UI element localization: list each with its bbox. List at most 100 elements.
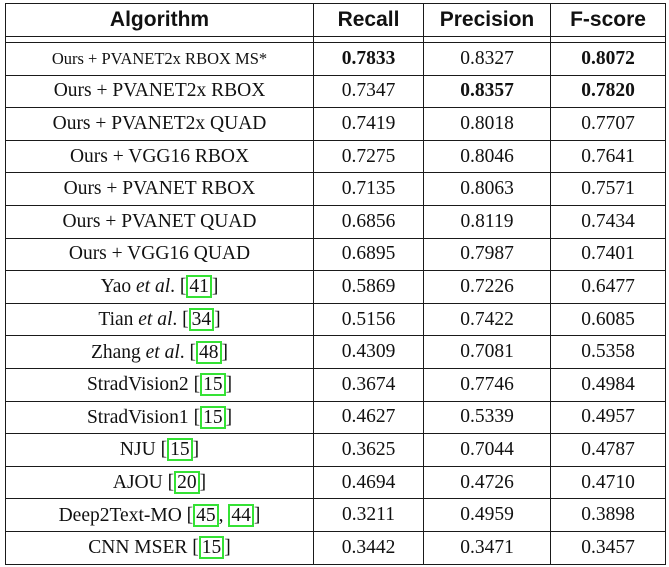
precision-cell: 0.8357 xyxy=(423,74,551,109)
precision-cell: 0.3471 xyxy=(423,530,551,565)
algorithm-name: NJU xyxy=(119,439,156,461)
algorithm-name: Zhang xyxy=(90,341,141,363)
table-row: Ours + VGG16 RBOX 0.7275 0.8046 0.7641 xyxy=(5,139,666,174)
precision-cell: 0.4959 xyxy=(423,498,551,532)
recall-cell: 0.3674 xyxy=(313,367,424,402)
algorithm-cell: Zhang et al. [48] xyxy=(5,335,314,369)
citation-link[interactable]: 15 xyxy=(200,405,226,429)
header-recall: Recall xyxy=(313,3,424,37)
table-row: Ours + PVANET2x QUAD 0.7419 0.8018 0.7707 xyxy=(5,107,666,141)
citation-link[interactable]: 48 xyxy=(196,340,222,364)
citation-link[interactable]: 20 xyxy=(174,471,200,495)
precision-cell: 0.7422 xyxy=(423,302,551,337)
precision-cell: 0.5339 xyxy=(423,400,551,435)
table-row: Ours + PVANET RBOX 0.7135 0.8063 0.7571 xyxy=(5,172,666,206)
table-row: NJU [15] 0.3625 0.7044 0.4787 xyxy=(5,433,666,467)
header-precision: Precision xyxy=(423,3,551,37)
table-row: AJOU [20] 0.4694 0.4726 0.4710 xyxy=(5,465,666,500)
algorithm-name: Yao xyxy=(100,276,132,298)
fscore-cell: 0.3457 xyxy=(550,530,666,565)
precision-cell: 0.4726 xyxy=(423,465,551,500)
algorithm-cell: Ours + PVANET2x RBOX MS* xyxy=(5,42,314,76)
citation-link[interactable]: 41 xyxy=(186,275,212,299)
precision-cell: 0.8063 xyxy=(423,172,551,206)
algorithm-cell: Ours + PVANET QUAD xyxy=(5,204,314,239)
fscore-cell: 0.4710 xyxy=(550,465,666,500)
algorithm-name: StradVision1 xyxy=(86,406,189,428)
precision-cell: 0.8119 xyxy=(423,204,551,239)
recall-cell: 0.4309 xyxy=(313,335,424,369)
algorithm-cell: Yao et al. [41] xyxy=(5,270,314,304)
table-row: Yao et al. [41] 0.5869 0.7226 0.6477 xyxy=(5,270,666,304)
precision-cell: 0.7987 xyxy=(423,237,551,272)
et-al-period: . xyxy=(170,276,176,298)
header-row: Algorithm Recall Precision F-score xyxy=(5,3,666,37)
algorithm-cell: Deep2Text-MO [45, 44] xyxy=(5,498,314,532)
recall-cell: 0.3442 xyxy=(313,530,424,565)
recall-cell: 0.7347 xyxy=(313,74,424,109)
table-row: CNN MSER [15] 0.3442 0.3471 0.3457 xyxy=(5,530,666,565)
table-row: Ours + PVANET2x RBOX 0.7347 0.8357 0.7820 xyxy=(5,74,666,109)
header-gap xyxy=(5,36,666,43)
fscore-cell: 0.7707 xyxy=(550,107,666,141)
et-al-text: et al xyxy=(138,309,173,331)
algorithm-name: Ours + VGG16 QUAD xyxy=(68,243,251,265)
recall-cell: 0.7833 xyxy=(313,42,424,76)
fscore-cell: 0.4787 xyxy=(550,433,666,467)
algorithm-name: Ours + PVANET2x RBOX MS* xyxy=(51,48,268,68)
algorithm-name: Deep2Text-MO xyxy=(58,504,182,526)
algorithm-cell: NJU [15] xyxy=(5,433,314,467)
recall-cell: 0.5156 xyxy=(313,302,424,337)
table-row: Ours + PVANET QUAD 0.6856 0.8119 0.7434 xyxy=(5,204,666,239)
algorithm-cell: AJOU [20] xyxy=(5,465,314,500)
table-row: Ours + PVANET2x RBOX MS* 0.7833 0.8327 0.80… xyxy=(5,42,666,76)
algorithm-cell: Ours + PVANET2x QUAD xyxy=(5,107,314,141)
table-row: StradVision1 [15] 0.4627 0.5339 0.4957 xyxy=(5,400,666,435)
table-row: StradVision2 [15] 0.3674 0.7746 0.4984 xyxy=(5,367,666,402)
algorithm-cell: Ours + VGG16 QUAD xyxy=(5,237,314,272)
precision-cell: 0.7081 xyxy=(423,335,551,369)
recall-cell: 0.6895 xyxy=(313,237,424,272)
citation-link[interactable]: 15 xyxy=(198,536,225,560)
recall-cell: 0.7135 xyxy=(313,172,424,206)
fscore-cell: 0.6085 xyxy=(550,302,666,337)
citation-link[interactable]: 45 xyxy=(193,503,219,527)
table-body: Ours + PVANET2x RBOX MS* 0.7833 0.8327 0.80… xyxy=(5,36,666,565)
algorithm-cell: Ours + VGG16 RBOX xyxy=(5,139,314,174)
table-row: Ours + VGG16 QUAD 0.6895 0.7987 0.7401 xyxy=(5,237,666,272)
recall-cell: 0.7275 xyxy=(313,139,424,174)
fscore-cell: 0.4957 xyxy=(550,400,666,435)
fscore-cell: 0.7434 xyxy=(550,204,666,239)
algorithm-name: CNN MSER xyxy=(88,537,188,559)
recall-cell: 0.4694 xyxy=(313,465,424,500)
algorithm-cell: Ours + PVANET RBOX xyxy=(5,172,314,206)
recall-cell: 0.3625 xyxy=(313,433,424,467)
header-fscore: F-score xyxy=(550,3,666,37)
citation-link[interactable]: 44 xyxy=(228,503,254,527)
recall-cell: 0.7419 xyxy=(313,107,424,141)
table-row: Tian et al. [34] 0.5156 0.7422 0.6085 xyxy=(5,302,666,337)
recall-cell: 0.3211 xyxy=(313,498,424,532)
algorithm-cell: StradVision1 [15] xyxy=(5,400,314,435)
table-row: Zhang et al. [48] 0.4309 0.7081 0.5358 xyxy=(5,335,666,369)
precision-cell: 0.7044 xyxy=(423,433,551,467)
precision-cell: 0.7226 xyxy=(423,270,551,304)
header-algorithm: Algorithm xyxy=(5,3,314,37)
algorithm-name: AJOU xyxy=(112,472,163,494)
fscore-cell: 0.7571 xyxy=(550,172,666,206)
fscore-cell: 0.3898 xyxy=(550,498,666,532)
et-al-text: et al xyxy=(136,276,171,298)
recall-cell: 0.5869 xyxy=(313,270,424,304)
precision-cell: 0.7746 xyxy=(423,367,551,402)
algorithm-name: Ours + PVANET RBOX xyxy=(63,178,256,200)
algorithm-name: Ours + PVANET2x QUAD xyxy=(52,112,267,134)
fscore-cell: 0.7401 xyxy=(550,237,666,272)
citation-link[interactable]: 15 xyxy=(200,373,226,397)
algorithm-cell: StradVision2 [15] xyxy=(5,367,314,402)
fscore-cell: 0.6477 xyxy=(550,270,666,304)
recall-cell: 0.6856 xyxy=(313,204,424,239)
precision-cell: 0.8327 xyxy=(423,42,551,76)
citation-link[interactable]: 15 xyxy=(167,438,193,462)
citation-link[interactable]: 34 xyxy=(188,308,215,332)
fscore-cell: 0.4984 xyxy=(550,367,666,402)
